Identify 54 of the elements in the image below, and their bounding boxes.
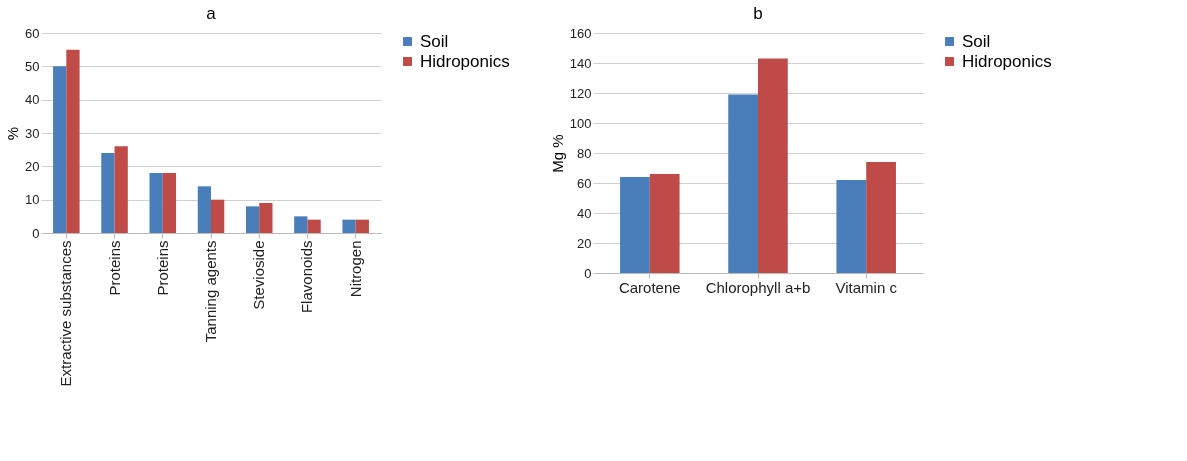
y-tick-label: 20	[25, 158, 40, 174]
y-tick-label: 140	[569, 55, 592, 71]
y-tick-label: 80	[577, 145, 592, 161]
y-tick-label: 10	[25, 192, 40, 208]
y-tick-label: 40	[25, 92, 40, 108]
bar	[294, 216, 308, 233]
y-tick-label: 60	[577, 175, 592, 191]
bar	[866, 162, 896, 273]
legend-label: Hidroponics	[962, 51, 1052, 71]
bar	[211, 199, 225, 233]
bar	[649, 174, 680, 273]
bar	[101, 153, 115, 233]
y-tick-label: 0	[584, 265, 592, 281]
y-tick-label: 0	[32, 225, 40, 241]
chart-title: a	[206, 4, 217, 23]
bar	[342, 219, 356, 233]
y-tick-label: 20	[577, 235, 592, 251]
bar	[728, 94, 758, 273]
bar	[307, 219, 321, 233]
x-tick-label: Carotene	[618, 278, 681, 296]
x-tick-label: Stevioside	[250, 240, 268, 310]
bar	[149, 173, 163, 233]
bar	[162, 173, 177, 233]
x-tick-label: Vitamin c	[835, 278, 898, 296]
bar	[259, 203, 273, 233]
y-axis-title: %	[4, 126, 22, 141]
y-tick-label: 60	[25, 25, 40, 41]
x-tick-label: Nitrogen	[346, 240, 364, 298]
x-tick-label: Proteins	[153, 240, 171, 296]
y-tick-label: 120	[569, 85, 592, 101]
bar	[758, 58, 788, 273]
bar	[355, 219, 369, 233]
y-tick-label: 40	[577, 205, 592, 221]
legend-label: Hidroponics	[420, 51, 510, 71]
bar	[197, 186, 211, 233]
bar	[114, 146, 128, 233]
legend-label: Soil	[962, 31, 991, 51]
y-tick-label: 50	[25, 58, 40, 74]
bar	[53, 66, 67, 233]
chart-title: b	[753, 4, 763, 23]
x-tick-label: Extractive substances	[57, 240, 75, 387]
x-tick-label: Chlorophyll a+b	[705, 278, 811, 296]
legend-label: Soil	[420, 31, 449, 51]
x-tick-label: Flavonoids	[298, 240, 316, 314]
bar	[620, 177, 650, 273]
bar	[836, 180, 867, 273]
x-tick-label: Proteins	[105, 240, 123, 296]
y-tick-label: 100	[569, 115, 592, 131]
x-tick-label: Tanning agents	[202, 240, 219, 343]
y-tick-label: 30	[25, 125, 40, 141]
bar	[245, 206, 260, 233]
y-tick-label: 160	[569, 25, 592, 41]
bar	[66, 49, 80, 233]
y-axis-title: Mg %	[548, 134, 566, 173]
